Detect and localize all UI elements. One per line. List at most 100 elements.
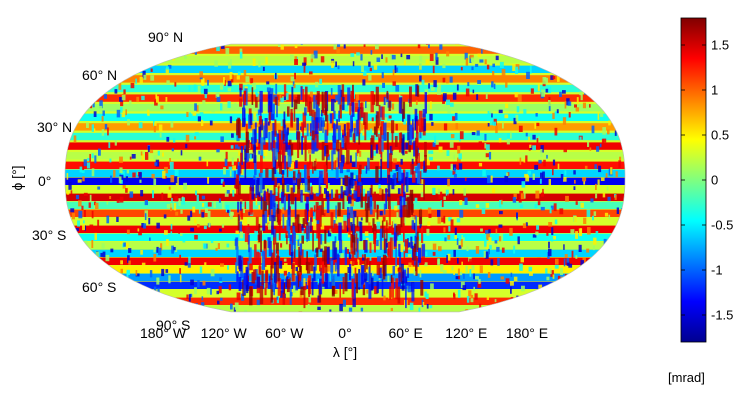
texture-mark	[81, 320, 84, 327]
lon-tick-label: 180° E	[506, 325, 548, 341]
texture-mark	[421, 243, 426, 257]
texture-mark	[542, 77, 547, 85]
texture-mark	[296, 131, 301, 150]
texture-mark	[535, 190, 540, 199]
texture-mark	[157, 247, 162, 256]
texture-mark	[500, 44, 502, 47]
texture-mark	[343, 220, 347, 231]
texture-mark	[200, 85, 205, 94]
texture-mark	[556, 109, 559, 114]
texture-mark	[230, 303, 233, 310]
texture-mark	[370, 184, 373, 196]
texture-mark	[456, 84, 459, 91]
texture-mark	[559, 54, 564, 61]
texture-mark	[278, 129, 282, 143]
texture-mark	[415, 231, 419, 250]
texture-mark	[225, 48, 230, 55]
texture-mark	[171, 198, 173, 203]
texture-mark	[583, 180, 586, 185]
texture-mark	[350, 233, 354, 254]
texture-mark	[66, 173, 69, 180]
texture-mark	[290, 162, 294, 169]
texture-mark	[98, 148, 101, 156]
lat-tick-label: 0°	[38, 173, 51, 189]
texture-mark	[74, 44, 78, 49]
texture-mark	[618, 160, 622, 168]
texture-mark	[291, 263, 295, 282]
texture-mark	[186, 294, 189, 299]
texture-mark	[306, 162, 310, 179]
texture-mark	[150, 68, 153, 72]
texture-mark	[488, 248, 490, 255]
texture-mark	[329, 106, 331, 110]
texture-mark	[458, 275, 461, 280]
texture-mark	[95, 202, 99, 209]
texture-mark	[580, 202, 584, 208]
texture-mark	[65, 208, 69, 217]
texture-mark	[619, 156, 622, 160]
texture-mark	[258, 60, 261, 68]
texture-mark	[552, 168, 554, 176]
texture-mark	[263, 239, 266, 249]
texture-mark	[389, 221, 393, 225]
texture-mark	[409, 189, 414, 211]
texture-mark	[368, 266, 371, 286]
texture-mark	[620, 63, 623, 69]
texture-mark	[437, 216, 441, 224]
texture-mark	[401, 197, 405, 202]
texture-mark	[141, 262, 146, 268]
texture-mark	[553, 203, 557, 212]
texture-mark	[470, 298, 474, 303]
texture-mark	[525, 175, 530, 182]
texture-mark	[499, 61, 504, 68]
latitude-band	[65, 65, 625, 73]
texture-mark	[357, 259, 360, 267]
texture-mark	[395, 164, 399, 172]
texture-mark	[337, 34, 339, 39]
texture-mark	[235, 262, 238, 273]
texture-mark	[547, 305, 551, 311]
texture-mark	[232, 190, 235, 197]
texture-mark	[433, 320, 435, 327]
texture-mark	[434, 135, 437, 143]
texture-mark	[624, 258, 625, 266]
texture-mark	[116, 109, 121, 118]
texture-mark	[91, 168, 95, 177]
texture-mark	[325, 150, 328, 172]
texture-mark	[500, 276, 504, 280]
texture-mark	[494, 299, 497, 303]
texture-mark	[471, 265, 475, 270]
texture-mark	[263, 199, 267, 211]
texture-mark	[388, 100, 391, 111]
texture-mark	[497, 258, 500, 266]
texture-mark	[598, 165, 602, 173]
texture-mark	[602, 94, 606, 103]
texture-mark	[229, 116, 233, 124]
texture-mark	[142, 70, 146, 79]
latitude-band	[65, 94, 625, 102]
texture-mark	[251, 87, 254, 105]
texture-mark	[343, 190, 347, 198]
texture-mark	[315, 100, 319, 122]
texture-mark	[368, 222, 371, 226]
texture-mark	[204, 207, 208, 213]
texture-mark	[360, 54, 363, 61]
texture-mark	[499, 210, 503, 215]
texture-mark	[443, 270, 447, 274]
texture-mark	[360, 307, 364, 312]
texture-mark	[198, 156, 202, 161]
texture-mark	[608, 120, 611, 126]
texture-mark	[331, 60, 334, 68]
texture-mark	[245, 76, 250, 83]
texture-mark	[505, 44, 508, 45]
texture-mark	[498, 138, 502, 143]
texture-mark	[518, 125, 523, 132]
texture-mark	[309, 154, 311, 165]
texture-mark	[361, 254, 364, 259]
texture-mark	[325, 191, 330, 199]
texture-mark	[269, 201, 272, 222]
texture-mark	[418, 152, 420, 168]
texture-mark	[320, 233, 323, 245]
texture-mark	[109, 196, 112, 199]
texture-mark	[238, 150, 242, 156]
